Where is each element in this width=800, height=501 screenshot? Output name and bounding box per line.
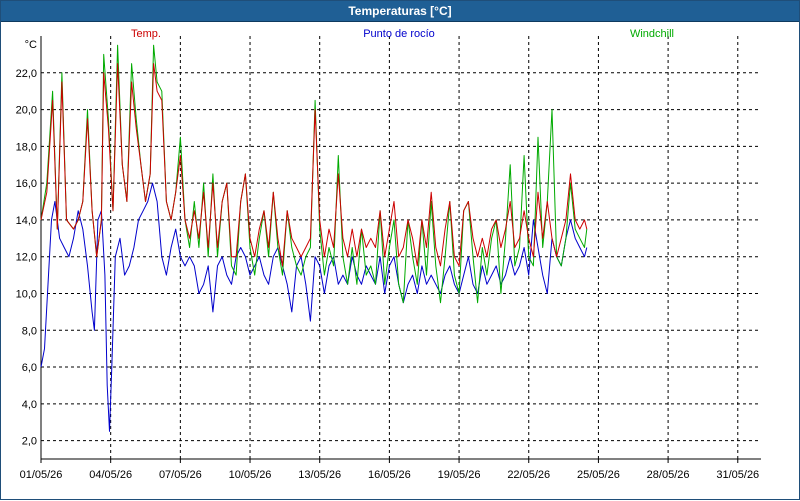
legend-item-windchill: Windchill xyxy=(630,28,674,40)
x-tick-label: 19/05/26 xyxy=(438,469,481,481)
y-tick-label: 6,0 xyxy=(22,362,37,374)
legend-item-temp: Temp. xyxy=(131,28,161,40)
y-tick-label: 20,0 xyxy=(16,105,37,117)
x-tick-label: 25/05/26 xyxy=(577,469,620,481)
y-tick-label: 16,0 xyxy=(16,178,37,190)
y-tick-label: 12,0 xyxy=(16,252,37,264)
x-tick-label: 07/05/26 xyxy=(159,469,202,481)
x-tick-label: 13/05/26 xyxy=(298,469,341,481)
window-title: Temperaturas [°C] xyxy=(1,1,799,22)
y-tick-label: 10,0 xyxy=(16,288,37,300)
x-tick-label: 31/05/26 xyxy=(716,469,759,481)
x-tick-label: 01/05/26 xyxy=(20,469,63,481)
x-tick-label: 28/05/26 xyxy=(647,469,690,481)
y-tick-label: 22,0 xyxy=(16,68,37,80)
x-tick-label: 10/05/26 xyxy=(229,469,272,481)
chart-legend: Temp. Punto de rocío Windchill xyxy=(131,28,674,40)
y-tick-label: 14,0 xyxy=(16,215,37,227)
series-line-windchill xyxy=(40,44,588,304)
y-unit-label: °C xyxy=(25,39,37,51)
chart-grid xyxy=(40,36,761,463)
y-tick-label: 2,0 xyxy=(22,436,37,448)
y-tick-label: 8,0 xyxy=(22,325,37,337)
chart-ticks: 2,0 4,0 6,0 8,0 10,0 12,0 14,0 16,0 18,0 20,0 22,0… xyxy=(16,39,760,481)
x-tick-label: 16/05/26 xyxy=(368,469,411,481)
chart-lines xyxy=(40,44,588,432)
y-tick-label: 18,0 xyxy=(16,141,37,153)
x-tick-label: 22/05/26 xyxy=(507,469,550,481)
y-tick-label: 4,0 xyxy=(22,399,37,411)
legend-item-dewpoint: Punto de rocío xyxy=(363,28,435,40)
series-line-dewpoint xyxy=(40,182,588,432)
series-line-temp xyxy=(40,63,588,267)
x-tick-label: 04/05/26 xyxy=(89,469,132,481)
